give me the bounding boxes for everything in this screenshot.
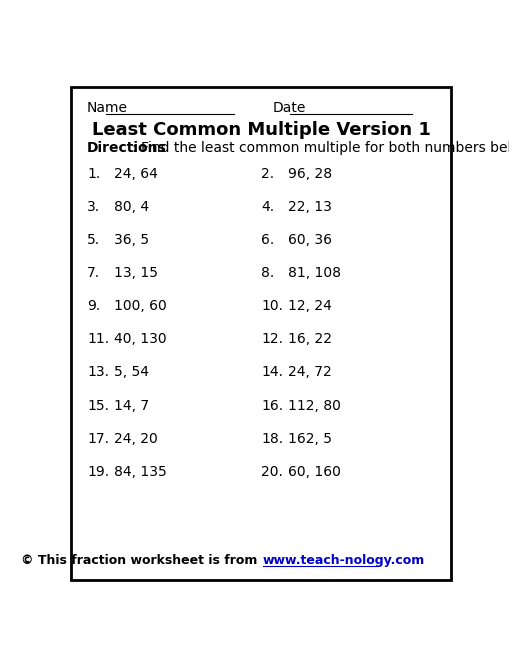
Text: 12, 24: 12, 24: [288, 299, 332, 314]
Text: 5.: 5.: [87, 233, 100, 247]
Text: 6.: 6.: [261, 233, 274, 247]
Text: © This fraction worksheet is from: © This fraction worksheet is from: [20, 554, 261, 568]
Text: 162, 5: 162, 5: [288, 432, 332, 446]
Text: Least Common Multiple Version 1: Least Common Multiple Version 1: [92, 121, 430, 139]
Text: 16.: 16.: [261, 399, 283, 412]
Text: 60, 160: 60, 160: [288, 465, 341, 478]
Text: 12.: 12.: [261, 333, 283, 346]
FancyBboxPatch shape: [71, 87, 450, 579]
Text: 19.: 19.: [87, 465, 109, 478]
Text: 36, 5: 36, 5: [114, 233, 149, 247]
Text: 17.: 17.: [87, 432, 109, 446]
Text: 40, 130: 40, 130: [114, 333, 166, 346]
Text: Date: Date: [272, 100, 306, 115]
Text: 3.: 3.: [87, 200, 100, 214]
Text: 13, 15: 13, 15: [114, 266, 158, 280]
Text: 84, 135: 84, 135: [114, 465, 166, 478]
Text: 9.: 9.: [87, 299, 100, 314]
Text: 5, 54: 5, 54: [114, 366, 149, 380]
Text: www.teach-nology.com: www.teach-nology.com: [263, 554, 425, 568]
Text: 1.: 1.: [87, 167, 100, 181]
Text: 4.: 4.: [261, 200, 274, 214]
Text: 112, 80: 112, 80: [288, 399, 341, 412]
Text: 20.: 20.: [261, 465, 282, 478]
Text: 14.: 14.: [261, 366, 283, 380]
Text: 8.: 8.: [261, 266, 274, 280]
Text: 13.: 13.: [87, 366, 109, 380]
Text: 15.: 15.: [87, 399, 109, 412]
Text: 7.: 7.: [87, 266, 100, 280]
Text: 2.: 2.: [261, 167, 274, 181]
Text: 81, 108: 81, 108: [288, 266, 341, 280]
Text: Name: Name: [87, 100, 128, 115]
Text: 10.: 10.: [261, 299, 283, 314]
Text: 60, 36: 60, 36: [288, 233, 332, 247]
Text: 80, 4: 80, 4: [114, 200, 149, 214]
Text: 14, 7: 14, 7: [114, 399, 149, 412]
Text: 96, 28: 96, 28: [288, 167, 332, 181]
Text: Directions: Directions: [87, 141, 166, 155]
Text: 100, 60: 100, 60: [114, 299, 166, 314]
Text: 24, 72: 24, 72: [288, 366, 331, 380]
Text: : Find the least common multiple for both numbers below.: : Find the least common multiple for bot…: [132, 141, 509, 155]
Text: 11.: 11.: [87, 333, 109, 346]
Text: 24, 20: 24, 20: [114, 432, 158, 446]
Text: 24, 64: 24, 64: [114, 167, 158, 181]
Text: 18.: 18.: [261, 432, 283, 446]
Text: 16, 22: 16, 22: [288, 333, 332, 346]
Text: 22, 13: 22, 13: [288, 200, 332, 214]
